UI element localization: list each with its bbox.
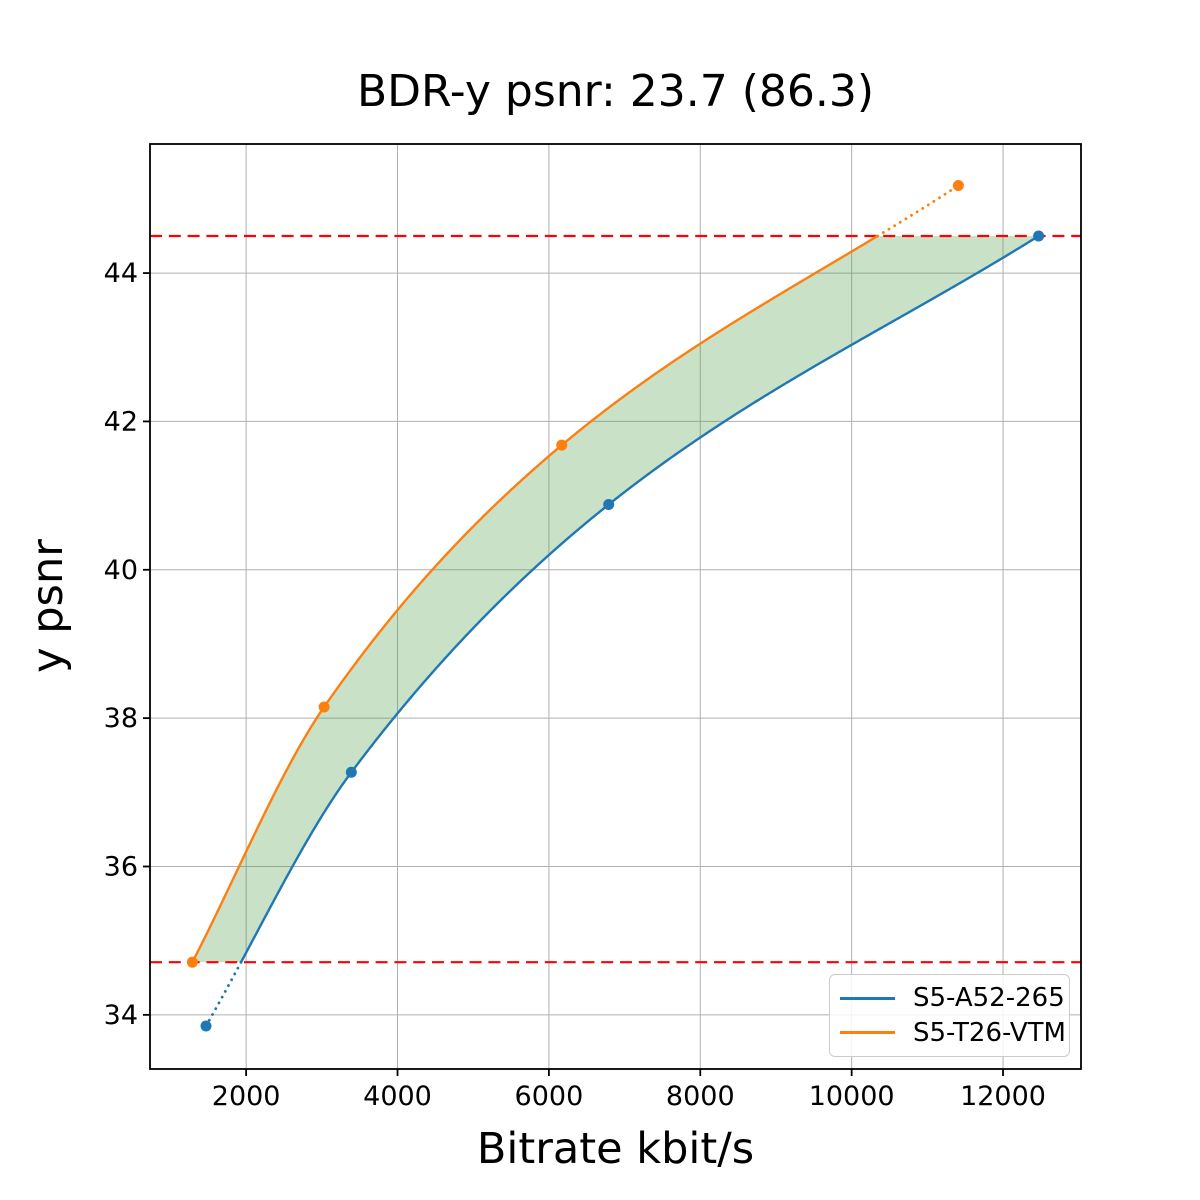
data-point-s5-a52-265-3 (1033, 230, 1045, 242)
data-point-s5-t26-vtm-0 (186, 956, 198, 968)
legend-entry-s5-a52-265: S5-A52-265 (840, 983, 1065, 1013)
series-line-s5-a52-265 (239, 234, 1040, 963)
legend-line-swatch-blue (840, 996, 895, 1000)
series-line-s5-t26-vtm (191, 234, 879, 963)
fill-between-region (192, 235, 1039, 963)
y-tick-label-3: 40 (104, 555, 138, 586)
y-tick-label-1: 36 (104, 851, 138, 882)
x-tick-label-1: 4000 (363, 1081, 432, 1112)
x-tick-label-0: 2000 (212, 1081, 281, 1112)
y-tick-label-0: 34 (104, 1000, 138, 1031)
chart-title: BDR-y psnr: 23.7 (86.3) (356, 66, 875, 117)
data-point-s5-t26-vtm-2 (556, 439, 568, 451)
legend-label-s5-a52-265: S5-A52-265 (913, 983, 1065, 1014)
data-point-s5-t26-vtm-3 (952, 180, 964, 192)
data-point-s5-a52-265-2 (603, 499, 615, 511)
legend-entry-s5-t26-vtm: S5-T26-VTM (840, 1018, 1066, 1048)
x-tick-label-3: 8000 (666, 1081, 735, 1112)
series-dotted-s5-t26-vtm (876, 184, 960, 238)
series-dotted-s5-a52-265 (204, 960, 243, 1028)
legend-line-swatch-orange (840, 1031, 895, 1035)
data-point-s5-a52-265-1 (345, 766, 357, 778)
y-axis-label: y psnr (23, 539, 73, 673)
data-point-s5-a52-265-0 (200, 1020, 212, 1032)
x-axis-label: Bitrate kbit/s (476, 1124, 755, 1174)
x-tick-label-5: 12000 (960, 1081, 1046, 1112)
y-tick-label-2: 38 (104, 703, 138, 734)
data-point-s5-t26-vtm-1 (318, 701, 330, 713)
x-tick-label-4: 10000 (809, 1081, 895, 1112)
legend-label-s5-t26-vtm: S5-T26-VTM (913, 1017, 1066, 1048)
legend: S5-A52-265 S5-T26-VTM (829, 974, 1070, 1057)
y-tick-label-4: 42 (104, 406, 138, 437)
y-tick-label-5: 44 (104, 258, 138, 289)
axes-frame (149, 143, 1082, 1070)
x-tick-label-2: 6000 (515, 1081, 584, 1112)
